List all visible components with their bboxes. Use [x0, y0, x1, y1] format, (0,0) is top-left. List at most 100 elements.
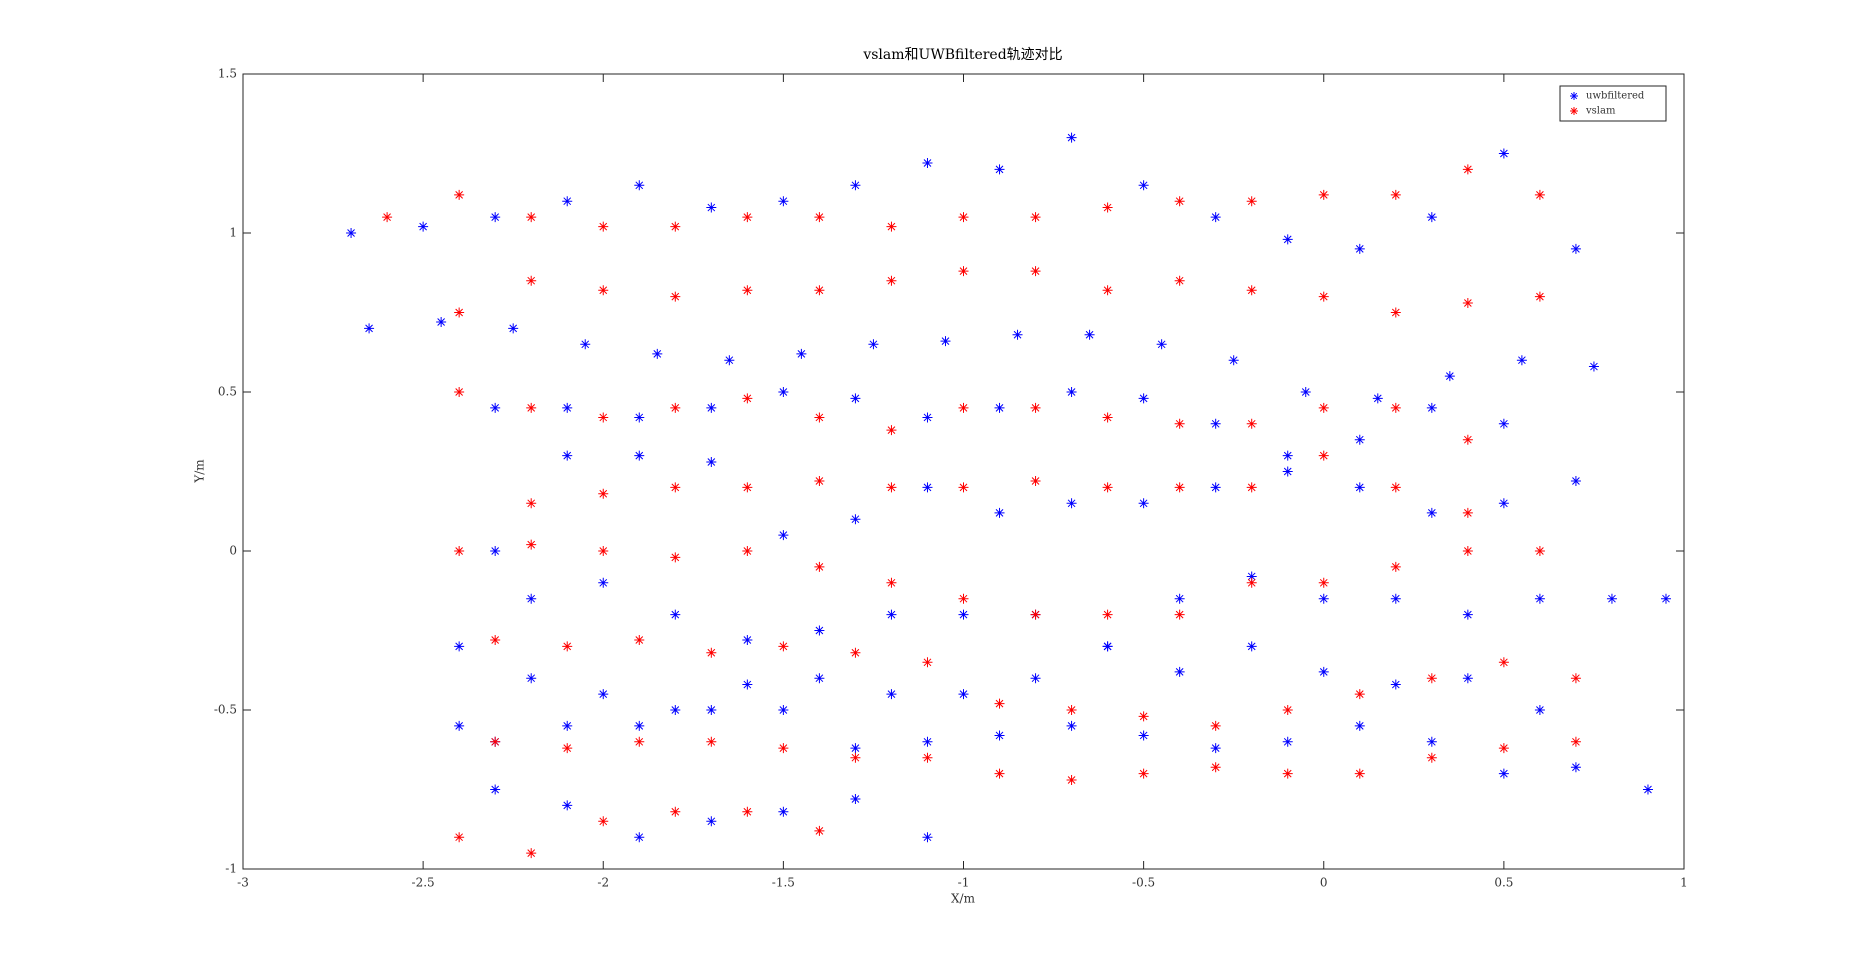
x-tick-label: 1 — [1680, 876, 1688, 890]
data-point — [454, 720, 465, 731]
x-tick-label: -2 — [597, 876, 609, 890]
data-point — [1066, 705, 1077, 715]
data-point — [1372, 393, 1383, 404]
data-point — [958, 689, 969, 700]
data-point — [1246, 641, 1257, 652]
data-point — [526, 275, 537, 286]
data-point — [490, 212, 501, 223]
data-point — [364, 323, 375, 334]
data-point — [670, 609, 681, 620]
data-point — [1390, 402, 1401, 413]
data-point — [670, 221, 681, 232]
data-point — [1138, 393, 1149, 404]
data-point — [886, 577, 897, 588]
data-point — [526, 848, 537, 859]
legend-label: vslam — [1585, 106, 1616, 117]
data-point — [418, 221, 429, 232]
data-point — [958, 402, 969, 413]
data-point — [868, 339, 879, 350]
data-point — [724, 355, 735, 366]
data-point — [742, 285, 753, 296]
data-point — [1318, 402, 1329, 413]
data-point — [634, 832, 645, 843]
data-point — [706, 705, 717, 715]
y-tick-label: 1.5 — [218, 67, 237, 81]
data-point — [1210, 212, 1221, 223]
legend-box — [1559, 85, 1667, 122]
data-point — [1498, 498, 1509, 509]
data-point — [526, 673, 537, 684]
data-point — [742, 393, 753, 404]
data-point — [1174, 275, 1185, 286]
data-point — [742, 212, 753, 223]
data-point — [1354, 243, 1365, 254]
data-point — [778, 641, 789, 652]
data-point — [1462, 434, 1473, 445]
data-point — [778, 196, 789, 207]
data-point — [1102, 412, 1113, 423]
legend-marker — [1570, 107, 1578, 115]
data-point — [814, 625, 825, 636]
data-point — [1228, 355, 1239, 366]
x-axis-label: X/m — [951, 892, 976, 906]
data-point — [634, 635, 645, 646]
data-point — [346, 228, 357, 238]
x-tick-label: -3 — [237, 876, 249, 890]
data-point — [634, 450, 645, 461]
data-point — [940, 336, 951, 347]
data-point — [508, 323, 519, 334]
data-point — [850, 180, 861, 191]
data-point — [526, 593, 537, 604]
data-point — [1354, 689, 1365, 700]
data-point — [562, 720, 573, 731]
data-point — [1030, 476, 1041, 487]
data-point — [1210, 418, 1221, 429]
data-point — [454, 546, 465, 556]
data-point — [1570, 476, 1581, 487]
x-tick-label: 0 — [1320, 876, 1328, 890]
data-point — [562, 196, 573, 207]
data-point — [1156, 339, 1167, 350]
data-point — [1282, 705, 1293, 715]
data-point — [1030, 402, 1041, 413]
data-point — [1246, 577, 1257, 588]
data-point — [1534, 705, 1545, 715]
data-point — [1282, 234, 1293, 245]
data-point — [634, 180, 645, 191]
data-point — [1354, 482, 1365, 493]
legend-marker — [1570, 92, 1578, 100]
data-point — [922, 752, 933, 763]
data-point — [1390, 593, 1401, 604]
data-point — [1570, 243, 1581, 254]
data-point — [490, 635, 501, 646]
data-point — [634, 412, 645, 423]
data-point — [1318, 577, 1329, 588]
y-axis-label: Y/m — [193, 459, 207, 484]
data-point — [1390, 561, 1401, 572]
data-point — [1102, 482, 1113, 493]
data-point — [562, 743, 573, 754]
data-point — [1174, 609, 1185, 620]
data-point — [778, 806, 789, 817]
data-point — [1498, 657, 1509, 668]
data-point — [1462, 673, 1473, 684]
data-point — [1498, 743, 1509, 754]
data-point — [1498, 768, 1509, 779]
data-point — [490, 546, 501, 556]
data-point — [706, 816, 717, 827]
data-point — [1570, 736, 1581, 747]
data-point — [1066, 132, 1077, 143]
data-point — [706, 456, 717, 467]
data-point — [1534, 593, 1545, 604]
data-point — [1174, 418, 1185, 429]
data-point — [994, 507, 1005, 518]
data-point — [1066, 387, 1077, 397]
data-point — [958, 482, 969, 493]
data-point — [1138, 768, 1149, 779]
data-point — [1102, 641, 1113, 652]
data-point — [1030, 212, 1041, 223]
data-point — [796, 348, 807, 359]
data-point — [1210, 743, 1221, 754]
data-point — [562, 800, 573, 811]
